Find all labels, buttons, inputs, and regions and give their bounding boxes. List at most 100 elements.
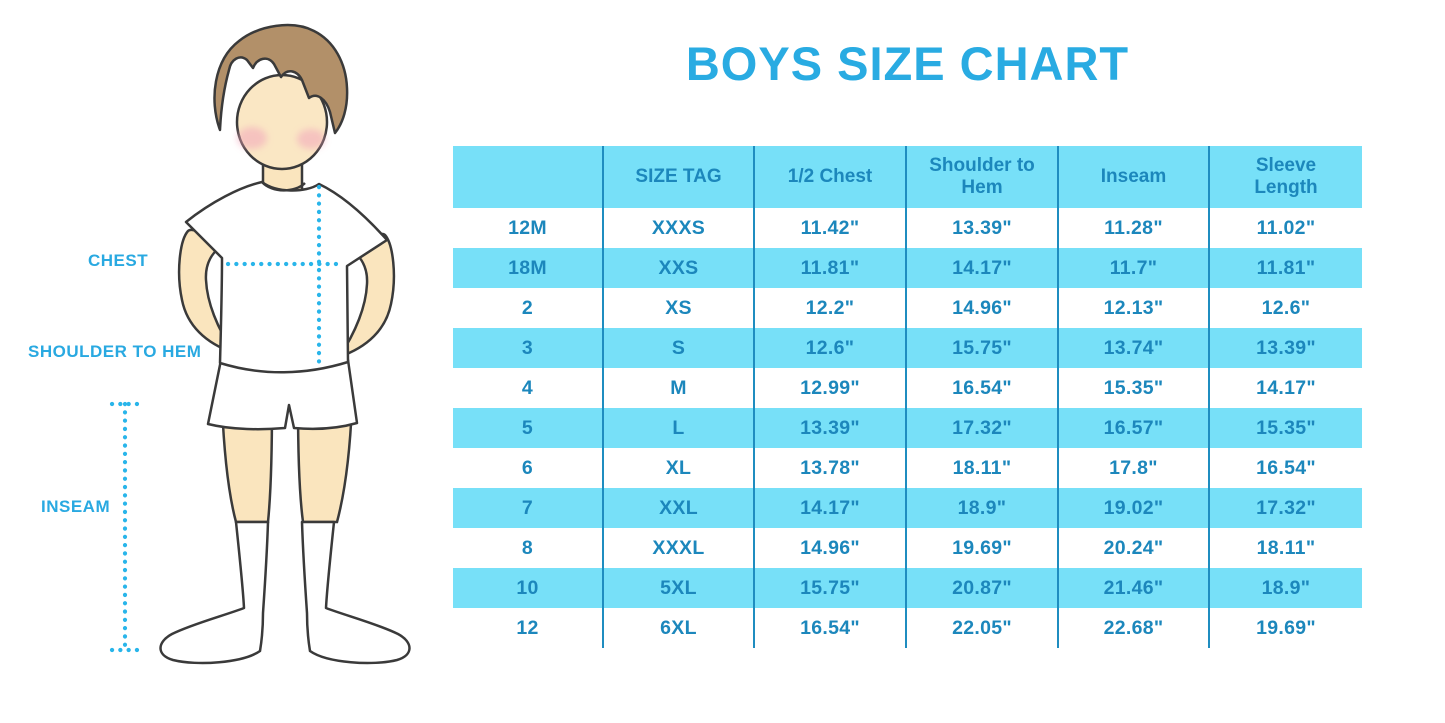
- boy-cheek-right: [297, 129, 325, 149]
- boy-measurement-illustration: [109, 23, 411, 665]
- size-table-container: SIZE TAG 1/2 Chest Shoulder to Hem Insea…: [453, 146, 1362, 648]
- table-cell: 18.9": [1209, 568, 1362, 608]
- table-cell: XS: [603, 288, 755, 328]
- table-cell: 16.54": [906, 368, 1059, 408]
- table-row: 7 XXL 14.17" 18.9" 19.02" 17.32": [453, 488, 1362, 528]
- table-row: 18M XXS 11.81" 14.17" 11.7" 11.81": [453, 248, 1362, 288]
- table-cell: 11.28": [1058, 208, 1210, 248]
- header-cell-half-chest: 1/2 Chest: [754, 146, 907, 208]
- table-cell: 18.11": [906, 448, 1059, 488]
- table-cell: 12.13": [1058, 288, 1210, 328]
- table-cell: 6XL: [603, 608, 755, 648]
- table-cell: 18M: [453, 248, 604, 288]
- table-cell: 12.6": [1261, 296, 1311, 319]
- table-cell: 5: [453, 408, 604, 448]
- table-cell: 12.2": [754, 288, 907, 328]
- boy-left-sock: [159, 520, 270, 665]
- table-cell: 6: [453, 448, 604, 488]
- boy-cheek-left: [237, 127, 267, 149]
- table-cell: 8: [453, 528, 604, 568]
- table-cell: 20.87": [906, 568, 1059, 608]
- table-cell: 2: [453, 288, 604, 328]
- table-cell: 13.39": [1209, 328, 1362, 368]
- table-cell: 20.24": [1058, 528, 1210, 568]
- table-cell: 13.78": [754, 448, 907, 488]
- table-cell: 22.68": [1058, 608, 1210, 648]
- table-cell: 4: [453, 368, 604, 408]
- boy-left-arm: [177, 228, 236, 355]
- table-cell: 11.42": [754, 208, 907, 248]
- table-cell: 11.02": [1256, 216, 1316, 239]
- table-cell: 21.46": [1058, 568, 1210, 608]
- boy-hair: [213, 23, 349, 135]
- table-cell: XXXL: [603, 528, 755, 568]
- boy-right-leg: [296, 403, 354, 524]
- table-cell: 10: [453, 568, 604, 608]
- table-cell: 5XL: [603, 568, 755, 608]
- table-cell: XXXS: [603, 208, 755, 248]
- table-cell: S: [603, 328, 755, 368]
- table-cell: 3: [453, 328, 604, 368]
- table-cell: 17.8": [1058, 448, 1210, 488]
- table-cell: 17.32": [906, 408, 1059, 448]
- table-cell: 14.17": [754, 488, 907, 528]
- table-cell: 15.35": [1058, 368, 1210, 408]
- header-cell-size-tag: SIZE TAG: [603, 146, 755, 208]
- table-cell: 19.02": [1058, 488, 1210, 528]
- page-title: BOYS SIZE CHART: [685, 37, 1130, 90]
- table-row: 5 L 13.39" 17.32" 16.57" 15.35": [453, 408, 1362, 448]
- shoulder-to-hem-label: SHOULDER TO HEM: [28, 342, 202, 361]
- header-cell-inseam: Inseam: [1058, 146, 1210, 208]
- table-cell: 16.54": [754, 608, 907, 648]
- header-cell-sleeve-length: Sleeve Length: [1209, 146, 1362, 208]
- table-cell: 14.96": [754, 528, 907, 568]
- table-row: 3 S 12.6" 15.75" 13.74" 13.39": [453, 328, 1362, 368]
- table-cell: 22.05": [906, 608, 1059, 648]
- table-row: 12M XXXS 11.42" 13.39" 11.28" 11.02": [453, 208, 1362, 248]
- boy-tshirt: [184, 180, 389, 374]
- table-cell: 7: [453, 488, 604, 528]
- table-cell: 14.17": [906, 248, 1059, 288]
- table-cell: 14.17": [1256, 376, 1316, 399]
- table-cell: 11.7": [1058, 248, 1210, 288]
- table-cell: 19.69": [906, 528, 1059, 568]
- table-row: 2 XS 12.2" 14.96" 12.13" 12.6": [453, 288, 1362, 328]
- table-row: 10 5XL 15.75" 20.87" 21.46" 18.9": [453, 568, 1362, 608]
- boy-right-arm: [337, 232, 396, 359]
- table-row: 8 XXXL 14.96" 19.69" 20.24" 18.11": [453, 528, 1362, 568]
- table-cell: 13.74": [1058, 328, 1210, 368]
- table-row: 4 M 12.99" 16.54" 15.35" 14.17": [453, 368, 1362, 408]
- table-cell: 19.69": [1256, 616, 1316, 639]
- inseam-label: INSEAM: [41, 497, 111, 516]
- table-cell: 11.81": [754, 248, 907, 288]
- table-cell: 16.57": [1058, 408, 1210, 448]
- table-cell: 12M: [453, 208, 604, 248]
- table-cell: XXS: [603, 248, 755, 288]
- table-cell: 15.75": [906, 328, 1059, 368]
- table-header-row: SIZE TAG 1/2 Chest Shoulder to Hem Insea…: [453, 146, 1362, 208]
- table-cell: 12.99": [754, 368, 907, 408]
- table-cell: 15.75": [754, 568, 907, 608]
- table-cell: 11.81": [1209, 248, 1362, 288]
- header-cell-size: [453, 146, 604, 208]
- table-cell: 13.39": [906, 208, 1059, 248]
- boy-right-sock: [300, 520, 411, 665]
- table-cell: 16.54": [1256, 456, 1316, 479]
- table-cell: 17.32": [1209, 488, 1362, 528]
- table-cell: 18.9": [906, 488, 1059, 528]
- table-cell: 18.11": [1256, 536, 1316, 559]
- table-cell: XL: [603, 448, 755, 488]
- size-table: SIZE TAG 1/2 Chest Shoulder to Hem Insea…: [453, 146, 1362, 648]
- table-cell: 14.96": [906, 288, 1059, 328]
- table-cell: M: [603, 368, 755, 408]
- chest-label: CHEST: [88, 251, 149, 270]
- table-cell: 12: [453, 608, 604, 648]
- boy-tshirt-collar: [261, 181, 306, 192]
- header-cell-shoulder-to-hem: Shoulder to Hem: [906, 146, 1059, 208]
- table-cell: 12.6": [754, 328, 907, 368]
- table-cell: 13.39": [754, 408, 907, 448]
- table-cell: L: [603, 408, 755, 448]
- table-cell: 15.35": [1209, 408, 1362, 448]
- table-row: 12 6XL 16.54" 22.05" 22.68" 19.69": [453, 608, 1362, 648]
